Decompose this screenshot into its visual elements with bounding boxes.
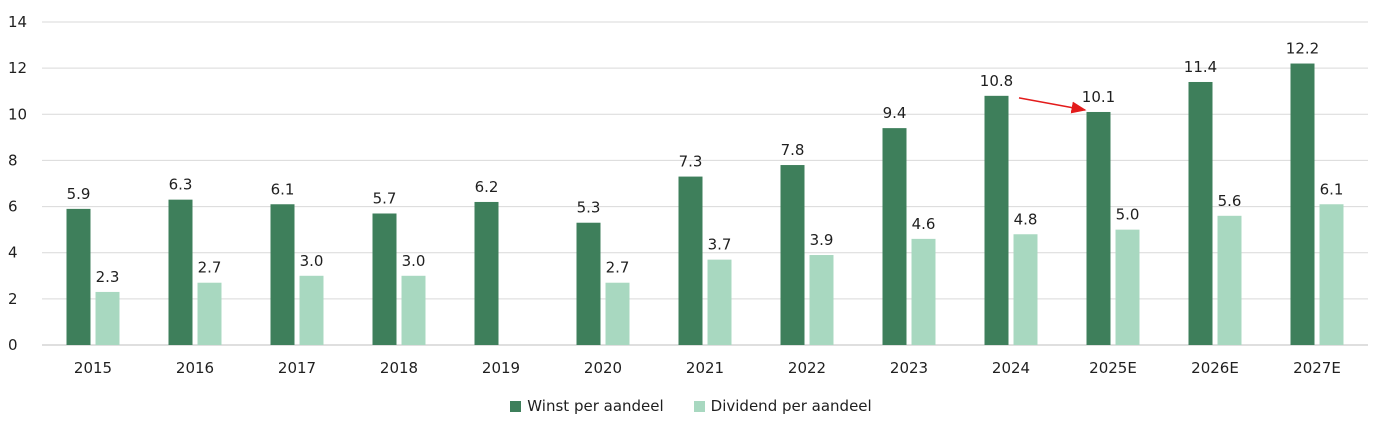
- x-tick-label: 2027E: [1293, 359, 1341, 377]
- x-tick-label: 2020: [584, 359, 622, 377]
- bar-winst: [168, 199, 193, 345]
- y-tick-label: 10: [8, 105, 27, 123]
- data-label: 2.3: [96, 268, 120, 286]
- data-label: 5.9: [67, 185, 91, 203]
- y-tick-label: 8: [8, 151, 18, 169]
- data-label: 7.3: [679, 153, 703, 171]
- data-label: 6.2: [475, 178, 499, 196]
- data-label: 5.0: [1116, 206, 1140, 224]
- data-label: 10.1: [1082, 88, 1115, 106]
- data-label: 5.6: [1218, 192, 1242, 210]
- bar-dividend: [95, 291, 120, 345]
- bar-winst: [576, 222, 601, 345]
- legend: Winst per aandeel Dividend per aandeel: [0, 397, 1382, 415]
- legend-item-dividend: Dividend per aandeel: [693, 397, 872, 415]
- y-tick-label: 12: [8, 59, 27, 77]
- data-label: 7.8: [781, 141, 805, 159]
- bar-dividend: [809, 255, 834, 345]
- bar-dividend: [197, 282, 222, 345]
- bar-winst: [372, 213, 397, 345]
- data-label: 3.7: [708, 236, 732, 254]
- bar-winst: [678, 176, 703, 345]
- y-tick-label: 14: [8, 13, 27, 31]
- bar-winst: [270, 204, 295, 345]
- data-label: 6.3: [169, 176, 193, 194]
- bar-dividend: [911, 238, 936, 345]
- x-tick-label: 2021: [686, 359, 724, 377]
- legend-label-dividend: Dividend per aandeel: [710, 397, 872, 415]
- data-label: 5.7: [373, 189, 397, 207]
- bar-winst: [66, 208, 91, 345]
- bar-winst: [1290, 63, 1315, 346]
- x-tick-label: 2015: [74, 359, 112, 377]
- y-axis: 0 2 4 6 8 10 12 14: [8, 13, 27, 354]
- bar-winst: [984, 95, 1009, 345]
- x-tick-label: 2016: [176, 359, 214, 377]
- bar-dividend: [1013, 234, 1038, 345]
- x-tick-label: 2023: [890, 359, 928, 377]
- y-tick-label: 6: [8, 198, 18, 216]
- data-label: 12.2: [1286, 40, 1319, 58]
- bar-dividend: [707, 259, 732, 345]
- bar-winst: [474, 201, 499, 345]
- x-tick-label: 2022: [788, 359, 826, 377]
- data-label: 3.0: [300, 252, 324, 270]
- y-tick-label: 0: [8, 336, 18, 354]
- legend-swatch-winst: [510, 400, 522, 412]
- x-tick-label: 2025E: [1089, 359, 1137, 377]
- x-tick-label: 2017: [278, 359, 316, 377]
- bar-dividend: [605, 282, 630, 345]
- bar-dividend: [1217, 215, 1242, 345]
- bar-dividend: [401, 275, 426, 345]
- legend-label-winst: Winst per aandeel: [527, 397, 664, 415]
- data-label: 6.1: [271, 180, 295, 198]
- data-label: 11.4: [1184, 58, 1217, 76]
- data-label: 6.1: [1320, 180, 1344, 198]
- annotation: [1018, 97, 1087, 114]
- data-label: 4.6: [912, 215, 936, 233]
- bar-dividend: [299, 275, 324, 345]
- bar-dividend: [1319, 204, 1344, 345]
- x-tick-label: 2026E: [1191, 359, 1239, 377]
- data-label: 4.8: [1014, 210, 1038, 228]
- legend-swatch-dividend: [693, 400, 705, 412]
- bar-winst: [780, 165, 805, 345]
- bar-winst: [1188, 81, 1213, 345]
- bar-dividend: [1115, 229, 1140, 345]
- data-label: 3.9: [810, 231, 834, 249]
- y-tick-label: 2: [8, 290, 18, 308]
- x-tick-label: 2024: [992, 359, 1030, 377]
- gridlines: [42, 21, 1368, 346]
- x-axis: 2015 2016 2017 2018 2019 2020 2021 2022 2023 2024…: [74, 359, 1341, 377]
- data-label: 2.7: [606, 259, 630, 277]
- bars: [66, 63, 1344, 346]
- x-tick-label: 2018: [380, 359, 418, 377]
- data-label: 10.8: [980, 72, 1013, 90]
- data-label: 5.3: [577, 199, 601, 217]
- data-label: 2.7: [198, 259, 222, 277]
- x-tick-label: 2019: [482, 359, 520, 377]
- bar-winst: [882, 128, 907, 345]
- data-label: 3.0: [402, 252, 426, 270]
- y-tick-label: 4: [8, 244, 18, 262]
- bar-winst: [1086, 111, 1111, 345]
- legend-item-winst: Winst per aandeel: [510, 397, 664, 415]
- annotation-arrow: [1018, 97, 1087, 114]
- data-labels: 5.9 2.3 6.3 2.7 6.1 3.0 5.7 3.0 6.2 5.3 2.7 7.3 3.7 7…: [67, 40, 1344, 286]
- data-label: 9.4: [883, 104, 907, 122]
